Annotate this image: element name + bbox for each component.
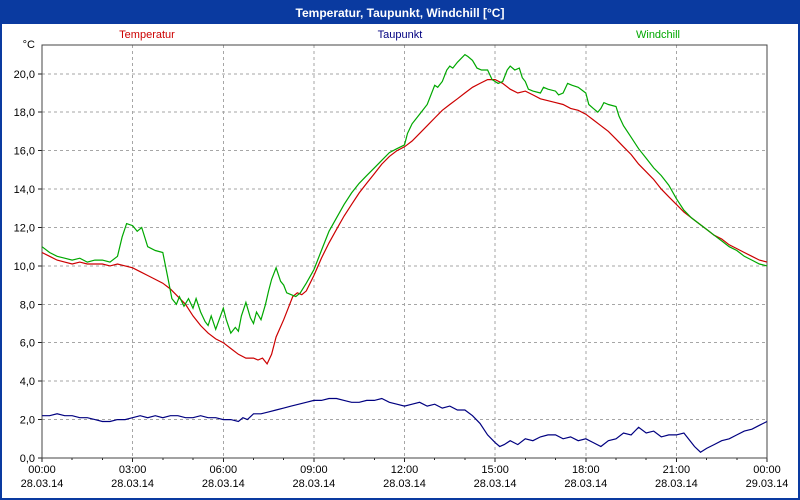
x-axis-time-label: 12:00	[391, 464, 419, 476]
x-axis-date-label: 28.03.14	[111, 478, 154, 490]
x-axis-time-label: 15:00	[481, 464, 509, 476]
legend-windchill: Windchill	[635, 29, 681, 41]
y-axis-label: 20,0	[14, 69, 35, 81]
x-axis-date-label: 28.03.14	[655, 478, 698, 490]
series-line-windchill	[41, 53, 768, 335]
y-axis-label: 2,0	[20, 415, 35, 427]
x-axis-date-label: 28.03.14	[383, 478, 426, 490]
x-axis-date-label: 29.03.14	[746, 478, 789, 490]
y-axis-label: 10,0	[14, 261, 35, 273]
x-axis-time-label: 21:00	[663, 464, 691, 476]
x-axis-time-label: 06:00	[210, 464, 238, 476]
plot-border	[41, 44, 768, 459]
y-axis-label: 0,0	[20, 453, 35, 465]
x-axis-date-label: 28.03.14	[564, 478, 607, 490]
x-axis-time-label: 18:00	[572, 464, 600, 476]
legend-taupunkt: Taupunkt	[377, 29, 423, 41]
y-axis-label: 8,0	[20, 299, 35, 311]
y-axis-label: 4,0	[20, 376, 35, 388]
y-axis-label: 16,0	[14, 146, 35, 158]
x-axis-date-label: 28.03.14	[202, 478, 245, 490]
x-axis-time-label: 00:00	[753, 464, 781, 476]
series-line-temperatur	[41, 78, 768, 366]
y-axis-label: 14,0	[14, 184, 35, 196]
x-axis-date-label: 28.03.14	[292, 478, 335, 490]
legend-temperatur: Temperatur	[119, 29, 175, 41]
series-line-taupunkt	[42, 397, 768, 453]
chart-container: Temperatur Taupunkt Windchill 0,0 2,0 4,0 6…	[2, 24, 798, 498]
window-titlebar[interactable]: Temperatur, Taupunkt, Windchill [°C]	[2, 2, 798, 24]
plot-area: 0,0 2,0 4,0 6,0 8,0 10,0 12,0 14,0 16,0 18,0 20,0 0…	[14, 39, 789, 490]
y-axis-label: 6,0	[20, 338, 35, 350]
y-axis-label: 18,0	[14, 107, 35, 119]
x-axis-time-label: 09:00	[300, 464, 328, 476]
x-axis-date-label: 28.03.14	[474, 478, 517, 490]
window-title: Temperatur, Taupunkt, Windchill [°C]	[295, 6, 505, 20]
x-axis-time-label: 03:00	[119, 464, 147, 476]
x-axis-time-label: 00:00	[28, 464, 56, 476]
y-axis-unit: °C	[23, 39, 35, 51]
x-axis-date-label: 28.03.14	[21, 478, 64, 490]
y-axis-label: 12,0	[14, 223, 35, 235]
